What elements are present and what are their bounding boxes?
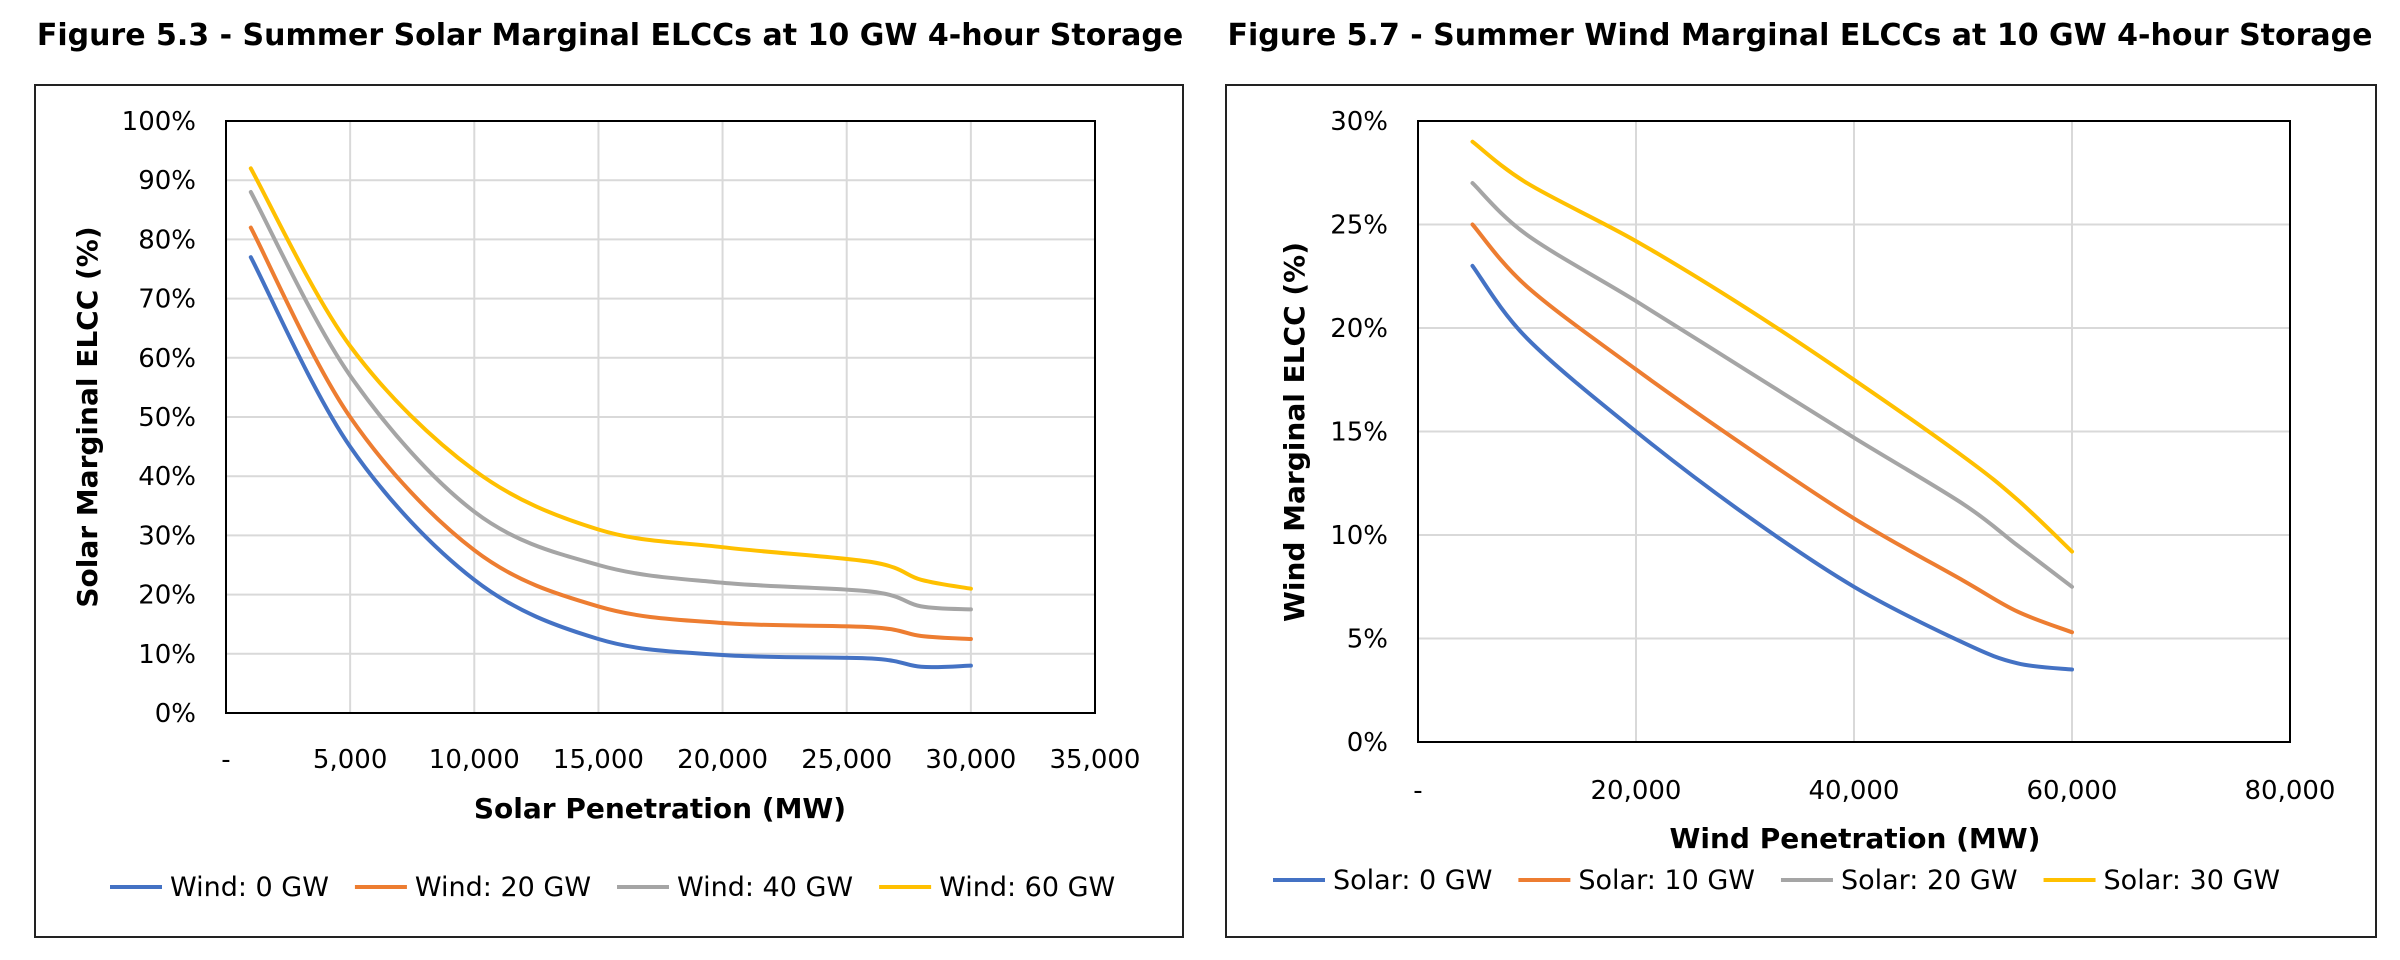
left-y-tick-label: 40% [138, 462, 196, 492]
left-x-tick-label: 10,000 [429, 745, 520, 775]
right-x-axis-title: Wind Penetration (MW) [1670, 822, 2041, 855]
left-chart-title: Figure 5.3 - Summer Solar Marginal ELCCs… [36, 18, 1184, 53]
left-series-line-3 [248, 190, 973, 612]
left-y-tick-label: 30% [138, 521, 196, 551]
right-y-axis-title: Wind Marginal ELCC (%) [1278, 242, 1311, 622]
left-series-line-4 [248, 166, 973, 591]
left-x-axis-title: Solar Penetration (MW) [474, 792, 846, 825]
left-y-tick-label: 10% [138, 640, 196, 670]
right-series-line-2 [1470, 222, 2074, 635]
right-y-tick-label: 25% [1330, 211, 1388, 241]
left-x-tick-label: 25,000 [801, 745, 892, 775]
left-series-line-2 [248, 225, 973, 641]
right-legend-label-2: Solar: 10 GW [1578, 865, 1755, 896]
left-y-tick-label: 0% [155, 699, 196, 729]
left-y-tick-label: 70% [138, 285, 196, 315]
right-chart-title: Figure 5.7 - Summer Wind Marginal ELCCs … [1227, 18, 2373, 53]
left-series-line-1 [248, 255, 973, 670]
right-y-tick-label: 5% [1347, 625, 1388, 655]
right-series-line-4 [1470, 139, 2074, 554]
left-y-tick-label: 20% [138, 581, 196, 611]
left-y-tick-label: 80% [138, 225, 196, 255]
right-series-line-1 [1470, 263, 2074, 672]
left-x-tick-label: 20,000 [677, 745, 768, 775]
left-legend-label-2: Wind: 20 GW [415, 872, 591, 903]
left-x-tick-label: 5,000 [313, 745, 387, 775]
left-x-tick-label: - [221, 745, 230, 775]
left-legend-label-1: Wind: 0 GW [170, 872, 329, 903]
right-y-tick-label: 20% [1330, 314, 1388, 344]
left-y-tick-label: 50% [138, 403, 196, 433]
left-y-tick-label: 100% [122, 107, 196, 137]
left-x-tick-label: 15,000 [553, 745, 644, 775]
right-x-tick-label: 80,000 [2245, 776, 2336, 806]
left-y-axis-title: Solar Marginal ELCC (%) [71, 226, 104, 607]
right-series-line-3 [1470, 181, 2074, 589]
right-x-tick-label: 60,000 [2027, 776, 2118, 806]
right-x-tick-label: 20,000 [1591, 776, 1682, 806]
left-legend-label-4: Wind: 60 GW [939, 872, 1115, 903]
left-x-tick-label: 30,000 [925, 745, 1016, 775]
left-legend-label-3: Wind: 40 GW [677, 872, 853, 903]
right-y-tick-label: 10% [1330, 521, 1388, 551]
right-legend-label-4: Solar: 30 GW [2104, 865, 2281, 896]
left-plot-border [225, 120, 1096, 714]
left-y-tick-label: 90% [138, 166, 196, 196]
right-y-tick-label: 30% [1330, 107, 1388, 137]
left-x-tick-label: 35,000 [1050, 745, 1141, 775]
right-legend-label-1: Solar: 0 GW [1333, 865, 1492, 896]
right-y-tick-label: 15% [1330, 418, 1388, 448]
left-y-tick-label: 60% [138, 344, 196, 374]
right-x-tick-label: - [1413, 776, 1422, 806]
right-legend-label-3: Solar: 20 GW [1841, 865, 2018, 896]
right-x-tick-label: 40,000 [1809, 776, 1900, 806]
right-plot-border [1417, 120, 2291, 743]
right-y-tick-label: 0% [1347, 728, 1388, 758]
